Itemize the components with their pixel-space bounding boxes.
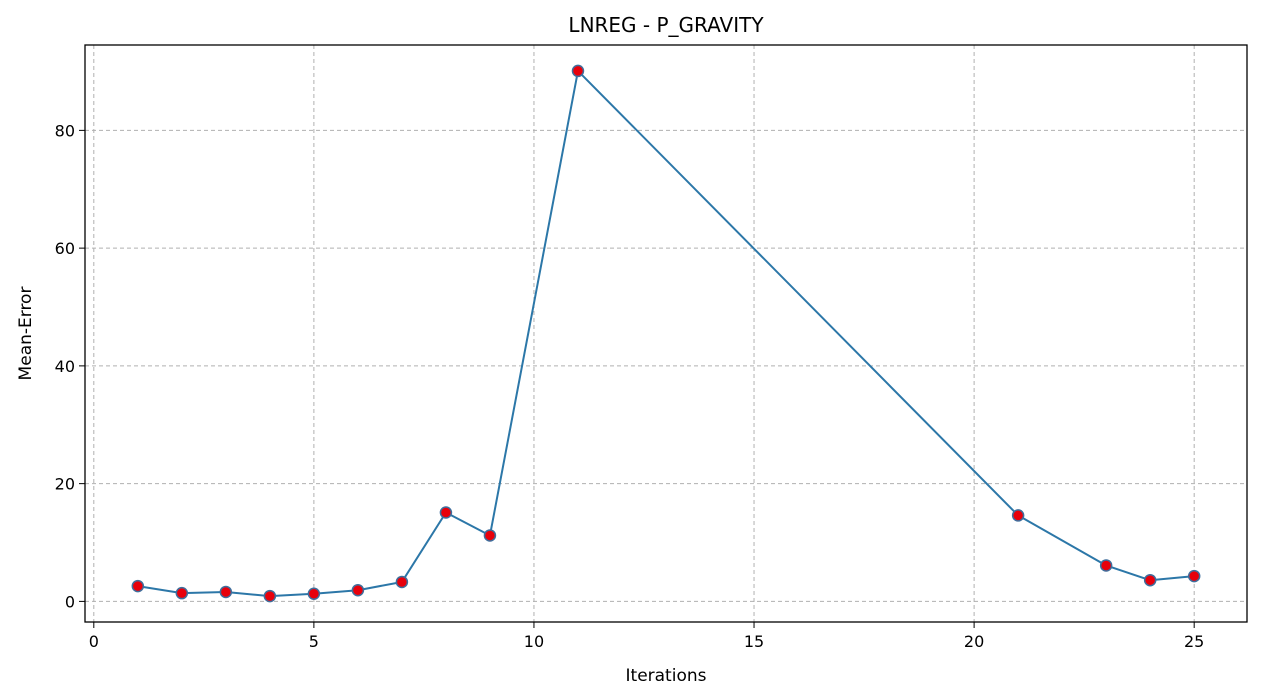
x-tick-label: 10 — [524, 632, 544, 651]
data-point — [1011, 509, 1025, 522]
plot-frame — [84, 44, 1248, 623]
data-point — [439, 506, 453, 519]
data-point — [571, 64, 585, 78]
data-point — [219, 585, 233, 599]
axis-ticks: 0 5 10 15 20 25 0 20 40 60 80 — [55, 121, 1205, 651]
x-tick-label: 0 — [89, 632, 99, 651]
grid — [85, 45, 1247, 622]
y-tick-label: 80 — [55, 121, 75, 140]
data-point — [1187, 569, 1201, 583]
data-point — [307, 587, 321, 600]
x-tick-label: 25 — [1184, 632, 1204, 651]
x-tick-label: 20 — [964, 632, 984, 651]
data-point — [131, 579, 145, 593]
data-point — [351, 583, 365, 597]
x-axis-title: Iterations — [626, 666, 707, 686]
y-tick-label: 40 — [55, 357, 75, 376]
data-point — [1099, 559, 1113, 572]
chart-title: LNREG - P_GRAVITY — [568, 13, 764, 37]
series-line — [137, 69, 1195, 598]
data-point — [263, 589, 277, 603]
data-point — [1143, 573, 1157, 587]
y-axis-title: Mean-Error — [16, 287, 36, 381]
y-tick-label: 60 — [55, 239, 75, 258]
data-point — [175, 586, 189, 600]
data-point — [483, 529, 497, 542]
x-tick-label: 5 — [309, 632, 319, 651]
y-tick-label: 20 — [55, 475, 75, 494]
data-point — [395, 575, 409, 589]
x-tick-label: 15 — [744, 632, 764, 651]
series-layer — [131, 64, 1201, 603]
y-tick-label: 0 — [65, 592, 75, 611]
